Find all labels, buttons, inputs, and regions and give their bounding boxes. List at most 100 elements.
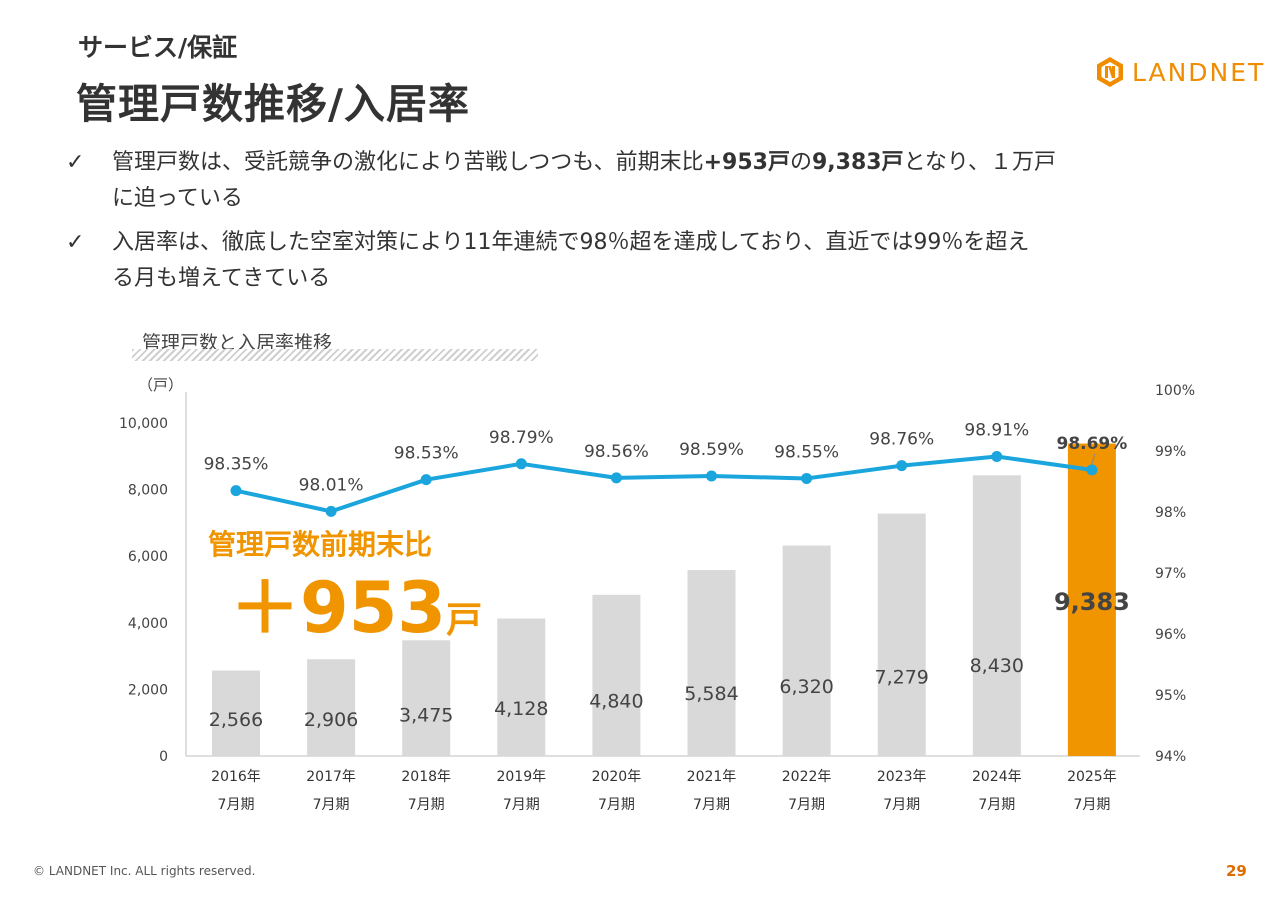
annotation-title: 管理戸数前期末比 xyxy=(208,528,432,561)
bar-value-label: 6,320 xyxy=(779,676,833,698)
bullet-list: ✓ 管理戸数は、受託競争の激化により苦戦しつつも、前期末比+953戸の9,383… xyxy=(66,145,1236,305)
occupancy-point xyxy=(706,470,717,482)
occupancy-label: 98.56% xyxy=(584,442,649,462)
x-tick-label: 7月期 xyxy=(598,797,635,813)
bar xyxy=(497,618,546,756)
bullet-line: る月も増えてきている xyxy=(112,266,331,291)
y-unit-label: （戸） xyxy=(138,376,183,394)
x-tick-label: 2021年 xyxy=(687,769,737,785)
x-tick-label: 7月期 xyxy=(788,797,825,813)
bar-value-label: 5,584 xyxy=(684,683,738,705)
label-connector xyxy=(1091,453,1096,465)
caption-underline xyxy=(132,349,538,361)
x-tick-label: 7月期 xyxy=(978,797,1015,813)
bar xyxy=(972,475,1021,756)
x-tick-label: 2017年 xyxy=(306,769,356,785)
page-title: 管理戸数推移/入居率 xyxy=(76,80,470,128)
occupancy-point xyxy=(801,472,813,484)
page-number: 29 xyxy=(1226,862,1247,880)
logo: LANDNET xyxy=(1096,56,1265,88)
y-left-tick-label: 6,000 xyxy=(128,549,168,565)
checkmark-icon: ✓ xyxy=(66,150,85,175)
bullet-line: に迫っている xyxy=(112,186,243,211)
bar-value-label: 2,906 xyxy=(304,709,358,731)
x-tick-label: 2022年 xyxy=(782,769,832,785)
x-tick-label: 2018年 xyxy=(401,769,451,785)
x-tick-label: 7月期 xyxy=(1073,797,1110,813)
x-tick-label: 7月期 xyxy=(883,797,920,813)
annotation-value: ＋953戸 xyxy=(230,567,482,649)
y-left-tick-label: 8,000 xyxy=(128,483,168,499)
x-tick-label: 7月期 xyxy=(313,797,350,813)
y-right-tick-label: 96% xyxy=(1155,627,1186,643)
occupancy-label: 98.79% xyxy=(489,428,554,448)
bar-value-label: 3,475 xyxy=(399,704,453,726)
x-tick-label: 7月期 xyxy=(408,797,445,813)
bar-value-label: 9,383 xyxy=(1054,588,1130,616)
bar xyxy=(307,659,356,756)
bullet-text: 管理戸数は、受託競争の激化により苦戦しつつも、前期末比 xyxy=(112,150,704,175)
y-left-tick-label: 4,000 xyxy=(128,616,168,632)
y-right-tick-label: 98% xyxy=(1155,505,1186,521)
bar xyxy=(687,570,736,756)
occupancy-point xyxy=(610,472,622,484)
bar-value-label: 2,566 xyxy=(209,709,263,731)
occupancy-label: 98.59% xyxy=(679,440,744,460)
bullet-item-management: ✓ 管理戸数は、受託競争の激化により苦戦しつつも、前期末比+953戸の9,383… xyxy=(66,145,1236,217)
occupancy-point xyxy=(230,485,242,497)
bar-highlight xyxy=(1067,443,1116,756)
occupancy-label: 98.01% xyxy=(299,475,364,495)
occupancy-point xyxy=(325,505,337,517)
occupancy-label: 98.53% xyxy=(394,444,459,464)
x-tick-label: 7月期 xyxy=(218,797,255,813)
occupancy-line xyxy=(235,454,1093,514)
occupancy-label: 98.69% xyxy=(1056,434,1127,454)
y-right-tick-label: 100% xyxy=(1155,383,1195,399)
occupancy-label: 98.91% xyxy=(964,420,1029,440)
occupancy-point xyxy=(896,460,908,472)
bullet-text: の xyxy=(789,150,812,175)
chart-caption: 管理戸数と入居率推移 xyxy=(142,332,333,354)
x-tick-label: 2025年 xyxy=(1067,769,1117,785)
bar xyxy=(402,640,451,756)
bullet-bold: 9,383戸 xyxy=(811,150,904,175)
y-right-tick-label: 99% xyxy=(1155,444,1186,460)
x-tick-label: 2016年 xyxy=(211,769,261,785)
x-tick-label: 2024年 xyxy=(972,769,1022,785)
occupancy-point xyxy=(991,450,1003,462)
bar xyxy=(212,670,260,756)
y-left-tick-label: 2,000 xyxy=(128,682,168,698)
logo-text: LANDNET xyxy=(1132,57,1266,87)
bullet-bold: +953戸 xyxy=(703,150,790,175)
annotation-unit: 戸 xyxy=(446,600,482,641)
bar-value-label: 4,128 xyxy=(494,698,548,720)
occupancy-point xyxy=(420,474,432,486)
checkmark-icon: ✓ xyxy=(66,230,85,255)
occupancy-label: 98.76% xyxy=(869,430,934,450)
copyright: © LANDNET Inc. ALL rights reserved. xyxy=(33,864,256,878)
section-subtitle: サービス/保証 xyxy=(78,33,238,62)
bar-value-label: 8,430 xyxy=(970,655,1024,677)
bullet-item-occupancy: ✓ 入居率は、徹底した空室対策により11年連続で98％超を達成しており、直近では… xyxy=(66,225,1236,297)
bullet-text: となり、１万戸 xyxy=(903,150,1057,175)
x-tick-label: 7月期 xyxy=(693,797,730,813)
bar xyxy=(877,513,926,756)
bar-value-label: 4,840 xyxy=(589,691,643,713)
occupancy-point xyxy=(515,458,527,470)
occupancy-label: 98.35% xyxy=(204,455,269,475)
y-right-tick-label: 95% xyxy=(1155,688,1186,704)
x-tick-label: 2023年 xyxy=(877,769,927,785)
occupancy-point xyxy=(1086,464,1098,476)
y-right-tick-label: 97% xyxy=(1155,566,1186,582)
bullet-line: 管理戸数は、受託競争の激化により苦戦しつつも、前期末比+953戸の9,383戸と… xyxy=(112,145,1236,181)
x-tick-label: 2019年 xyxy=(496,769,546,785)
bar xyxy=(782,545,831,756)
bullet-line: 入居率は、徹底した空室対策により11年連続で98％超を達成しており、直近では99… xyxy=(112,230,1030,255)
y-left-tick-label: 0 xyxy=(159,749,168,765)
landnet-logo-icon xyxy=(1097,57,1123,87)
bar-value-label: 7,279 xyxy=(874,666,928,688)
y-left-tick-label: 10,000 xyxy=(119,416,168,432)
x-tick-label: 7月期 xyxy=(503,797,540,813)
y-right-tick-label: 94% xyxy=(1155,749,1186,765)
